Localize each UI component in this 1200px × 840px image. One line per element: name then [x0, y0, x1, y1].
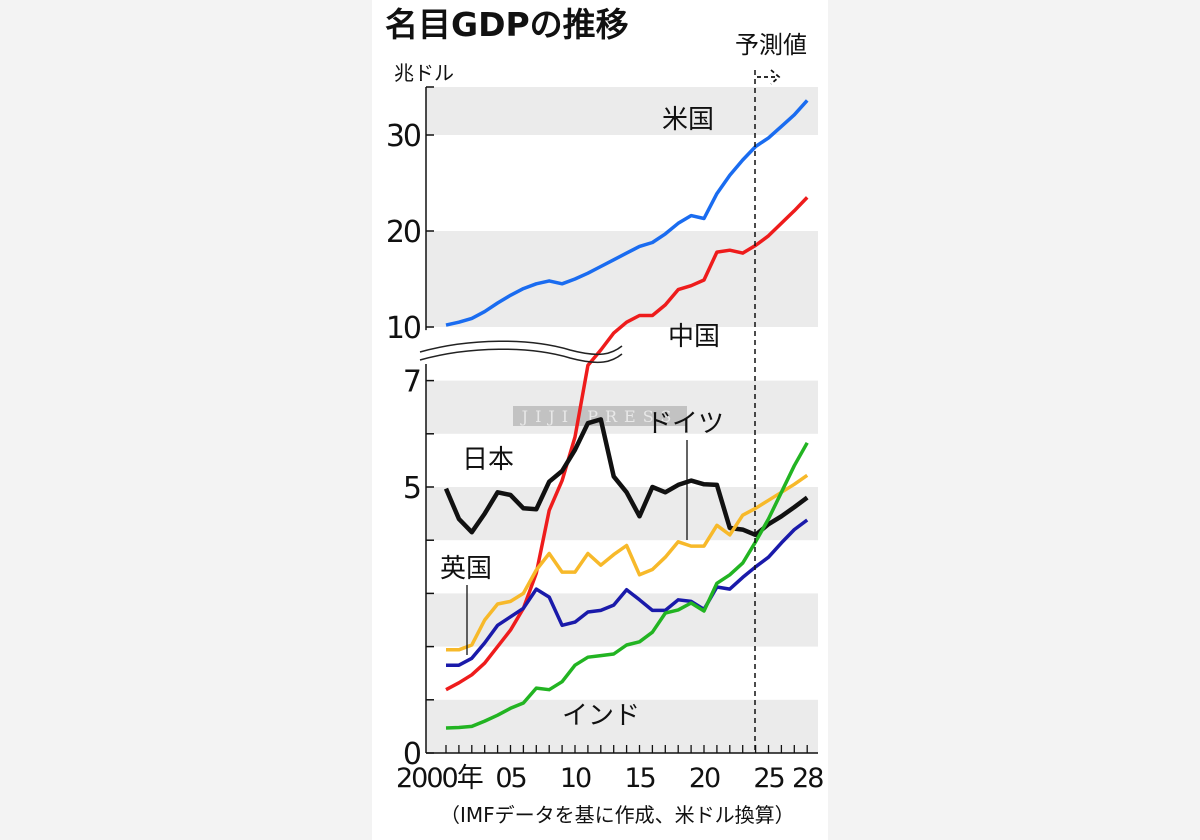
- watermark-box: [513, 406, 687, 426]
- y-tick-label: 0: [403, 737, 421, 772]
- forecast-arrow-icon: [757, 69, 781, 85]
- series-line-英国: [446, 518, 809, 667]
- y-unit-label: 兆ドル: [394, 61, 454, 85]
- series-line-中国: [445, 196, 809, 692]
- y-tick-label: 30: [386, 119, 421, 154]
- forecast-label: 予測値: [735, 31, 807, 59]
- series-line-ドイツ: [446, 473, 809, 652]
- y-tick-label: 10: [386, 311, 421, 346]
- x-tick-label: 25: [753, 763, 783, 794]
- series-label: インド: [562, 701, 640, 731]
- series-label: ドイツ: [646, 409, 724, 439]
- x-tick-label: 05: [495, 763, 525, 794]
- x-tick-label: 2000年: [396, 763, 483, 794]
- chart-title: 名目GDPの推移: [385, 5, 629, 44]
- series-line-インド: [445, 441, 809, 730]
- x-tick-label: 20: [689, 763, 720, 794]
- grid-band: [426, 593, 818, 647]
- series-label: 英国: [440, 554, 492, 584]
- y-tick-label: 7: [403, 365, 420, 400]
- y-tick-label: 20: [386, 215, 421, 250]
- grid-band: [426, 87, 818, 135]
- axis-break-mark: [419, 340, 623, 364]
- watermark: JIJI PRESS: [520, 407, 679, 426]
- series-line-日本: [443, 417, 809, 538]
- x-tick-label: 28: [792, 763, 823, 794]
- x-tick-label: 15: [624, 763, 654, 794]
- x-tick-label: 10: [560, 763, 591, 794]
- grid-band: [426, 699, 818, 753]
- series-line-米国: [445, 99, 809, 327]
- series-lines: [443, 99, 809, 730]
- series-label: 中国: [668, 322, 720, 352]
- series-label: 日本: [462, 445, 514, 475]
- source-note: （IMFデータを基に作成、米ドル換算）: [440, 803, 795, 827]
- y-tick-label: 5: [403, 471, 420, 506]
- series-label: 米国: [662, 105, 714, 135]
